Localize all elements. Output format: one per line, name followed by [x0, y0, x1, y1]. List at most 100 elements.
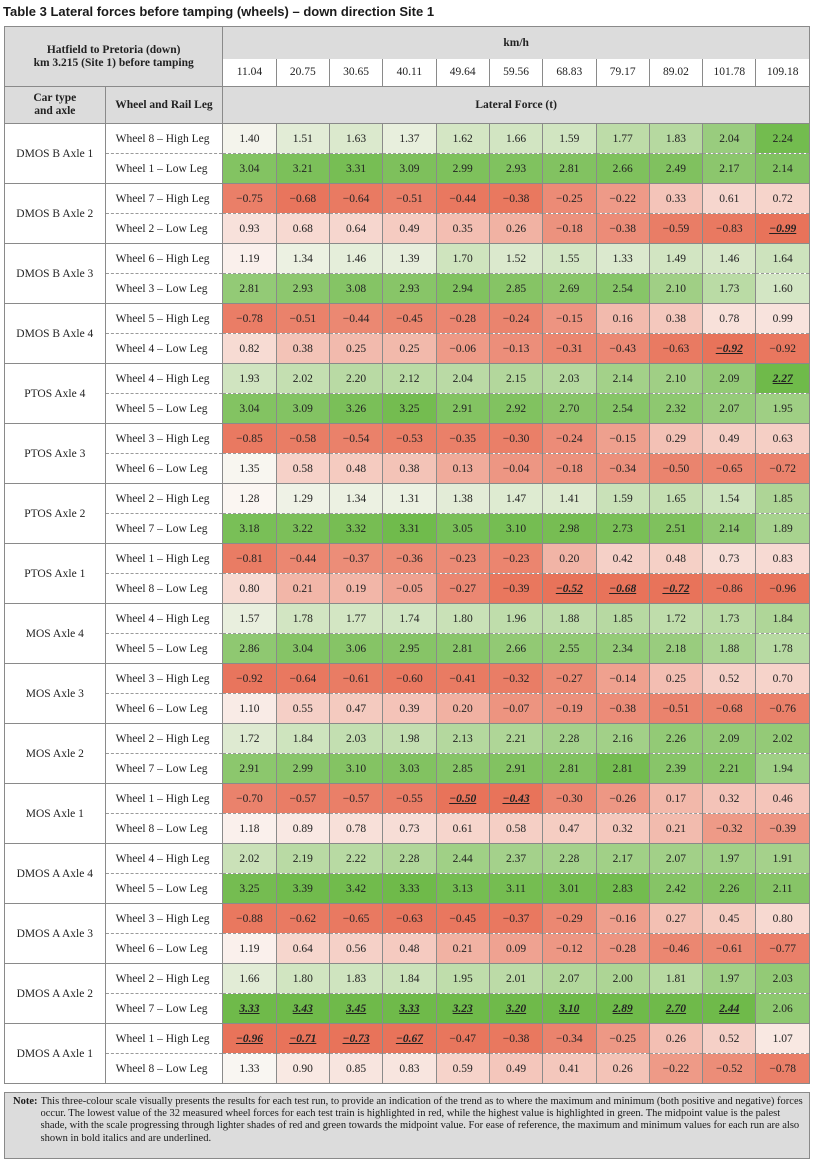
- wheel-leg-label: Wheel 6 – Low Leg: [104, 933, 224, 964]
- car-axle-label: DMOS B Axle 4: [4, 303, 106, 364]
- force-value-cell: 1.83: [328, 963, 384, 994]
- wheel-leg-label: Wheel 5 – Low Leg: [104, 633, 224, 664]
- force-value-cell: −0.47: [435, 1023, 490, 1054]
- force-value-cell: 0.83: [382, 1053, 437, 1084]
- car-axle-label: DMOS A Axle 3: [4, 903, 106, 964]
- force-value-cell: 2.91: [435, 393, 490, 424]
- force-value-cell: 1.46: [702, 243, 757, 274]
- force-value-cell: 0.93: [222, 213, 277, 244]
- force-value-cell: 0.78: [702, 303, 757, 334]
- force-value-cell: 0.20: [542, 543, 597, 574]
- force-value-cell: 1.46: [328, 243, 384, 274]
- force-value-cell: −0.75: [222, 183, 277, 214]
- force-value-cell: 1.66: [488, 123, 544, 154]
- force-value-cell: −0.22: [595, 183, 650, 214]
- force-value-cell: 2.83: [595, 873, 650, 904]
- force-value-cell: 1.84: [382, 963, 437, 994]
- force-value-cell: 3.09: [275, 393, 330, 424]
- wheel-leg-label: Wheel 4 – High Leg: [104, 843, 224, 874]
- force-value-cell: −0.67: [382, 1023, 437, 1054]
- table-row: DMOS B Axle 3 Wheel 6 – High Leg 1.19 1.34 1…: [4, 243, 810, 304]
- speed-header: 40.11: [382, 58, 437, 87]
- force-value-cell: 2.42: [648, 873, 704, 904]
- wheel-leg-label: Wheel 3 – High Leg: [104, 423, 224, 454]
- force-value-cell: 1.28: [222, 483, 277, 514]
- force-value-cell: 1.95: [435, 963, 490, 994]
- table-note: Note: This three-colour scale visually p…: [4, 1092, 810, 1159]
- force-value-cell: 0.70: [755, 663, 810, 694]
- force-value-cell: −0.63: [648, 333, 704, 364]
- wheel-leg-label: Wheel 1 – Low Leg: [104, 153, 224, 184]
- table-row: Wheel 8 – Low Leg 1.33 0.90 0.85 0.83 0.59 0.4…: [5, 1053, 810, 1084]
- table-number: Table 3: [3, 4, 47, 19]
- speed-header: 49.64: [435, 58, 490, 87]
- force-value-cell: 2.70: [542, 393, 597, 424]
- force-value-cell: 2.10: [648, 363, 704, 394]
- force-value-cell: 0.68: [275, 213, 330, 244]
- force-value-cell: 2.11: [755, 873, 810, 904]
- force-value-cell: 0.56: [328, 933, 384, 964]
- speed-header: 101.78: [702, 58, 757, 87]
- table-row: DMOS A Axle 4 Wheel 4 – High Leg 2.02 2.19 2…: [4, 843, 810, 904]
- table-row: Wheel 8 – Low Leg 1.18 0.89 0.78 0.73 0.61 0.5…: [5, 813, 810, 844]
- table-row: PTOS Axle 3 Wheel 3 – High Leg −0.85 −0.58−…: [4, 423, 810, 484]
- force-value-cell: −0.38: [595, 693, 650, 724]
- table-row: PTOS Axle 2 Wheel 2 – High Leg 1.28 1.29 1.3…: [4, 483, 810, 544]
- force-value-cell: 1.33: [595, 243, 650, 274]
- force-value-cell: 0.61: [702, 183, 757, 214]
- force-value-cell: 0.42: [595, 543, 650, 574]
- force-value-cell: −0.45: [435, 903, 490, 934]
- force-value-cell: 1.85: [755, 483, 810, 514]
- force-value-cell: −0.43: [595, 333, 650, 364]
- force-value-cell: −0.71: [275, 1023, 330, 1054]
- force-value-cell: −0.77: [755, 933, 810, 964]
- force-value-cell: 1.77: [328, 603, 384, 634]
- force-value-cell: 0.25: [328, 333, 384, 364]
- lateral-force-header: Lateral Force (t): [222, 86, 810, 124]
- force-value-cell: 1.73: [702, 273, 757, 304]
- force-value-cell: 3.10: [542, 993, 597, 1024]
- wheel-leg-label: Wheel 8 – Low Leg: [104, 573, 224, 604]
- force-value-cell: 3.45: [328, 993, 384, 1024]
- force-value-cell: 2.17: [702, 153, 757, 184]
- force-value-cell: −0.59: [648, 213, 704, 244]
- car-axle-label: DMOS A Axle 2: [4, 963, 106, 1024]
- force-value-cell: 2.07: [542, 963, 597, 994]
- force-value-cell: 2.93: [382, 273, 437, 304]
- table-row: Wheel 5 – Low Leg 3.25 3.39 3.42 3.33 3.13 3.1…: [5, 873, 810, 904]
- wheel-leg-label: Wheel 5 – Low Leg: [104, 873, 224, 904]
- force-value-cell: 0.49: [702, 423, 757, 454]
- wheel-leg-label: Wheel 7 – Low Leg: [104, 993, 224, 1024]
- force-value-cell: −0.81: [222, 543, 277, 574]
- force-value-cell: 2.09: [702, 363, 757, 394]
- force-value-cell: −0.32: [488, 663, 544, 694]
- force-value-cell: 3.31: [328, 153, 384, 184]
- force-value-cell: 3.18: [222, 513, 277, 544]
- wheel-leg-label: Wheel 3 – Low Leg: [104, 273, 224, 304]
- force-value-cell: −0.23: [435, 543, 490, 574]
- force-value-cell: 0.73: [702, 543, 757, 574]
- force-value-cell: −0.32: [702, 813, 757, 844]
- force-value-cell: −0.54: [328, 423, 384, 454]
- wheel-leg-label: Wheel 7 – Low Leg: [104, 513, 224, 544]
- force-value-cell: −0.92: [222, 663, 277, 694]
- wheel-leg-label: Wheel 7 – Low Leg: [104, 753, 224, 784]
- note-label: Note:: [13, 1096, 38, 1107]
- force-value-cell: 0.20: [435, 693, 490, 724]
- force-value-cell: 2.16: [595, 723, 650, 754]
- force-value-cell: 2.93: [488, 153, 544, 184]
- table-row: PTOS Axle 1 Wheel 1 – High Leg −0.81 −0.44−…: [4, 543, 810, 604]
- speed-header: 59.56: [488, 58, 544, 87]
- force-value-cell: 2.26: [702, 873, 757, 904]
- speed-header: 89.02: [648, 58, 704, 87]
- force-value-cell: −0.78: [222, 303, 277, 334]
- force-value-cell: 1.59: [595, 483, 650, 514]
- force-value-cell: −0.12: [542, 933, 597, 964]
- car-axle-label: MOS Axle 1: [4, 783, 106, 844]
- force-value-cell: 1.38: [435, 483, 490, 514]
- table-row: Wheel 4 – Low Leg 0.82 0.38 0.25 0.25 −0.06 −0…: [5, 333, 810, 364]
- force-value-cell: 1.37: [382, 123, 437, 154]
- force-value-cell: −0.70: [222, 783, 277, 814]
- wheel-leg-label: Wheel 3 – High Leg: [104, 903, 224, 934]
- table-row: PTOS Axle 4 Wheel 4 – High Leg 1.93 2.02 2.2…: [4, 363, 810, 424]
